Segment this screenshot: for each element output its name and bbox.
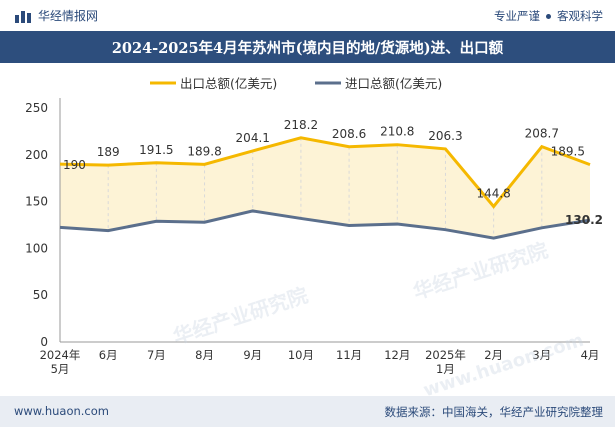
- x-tick-label: 2月: [484, 348, 503, 362]
- y-tick-label: 150: [25, 195, 48, 209]
- y-tick-label: 200: [25, 148, 48, 162]
- export-data-label: 189.5: [551, 145, 585, 159]
- x-tick-label: 6月: [99, 348, 118, 362]
- x-tick-label: 11月: [336, 348, 362, 362]
- export-line: [59, 136, 591, 209]
- tagline: 专业严谨 客观科学: [494, 8, 603, 24]
- y-tick-label: 250: [25, 101, 48, 115]
- x-tick-label: 8月: [195, 348, 214, 362]
- brand[interactable]: 华经情报网: [14, 7, 98, 24]
- chart-title: 2024-2025年4月年苏州市(境内目的地/货源地)进、出口额: [111, 40, 504, 57]
- separator-dot: [546, 13, 551, 19]
- export-data-label: 189.8: [187, 144, 221, 158]
- x-tick-label: 9月: [243, 348, 262, 362]
- y-tick-label: 50: [33, 288, 48, 302]
- chart: 0 50 100 150 200 250 2024年 5月 6月 7月 8月 9月 10月 11月 12月 2…: [25, 76, 603, 376]
- y-tick-label: 100: [25, 241, 48, 255]
- import-end-label: 130.2: [565, 213, 603, 227]
- export-data-label: 210.8: [380, 125, 414, 139]
- x-tick-label: 4月: [581, 348, 600, 362]
- import-line: [59, 209, 591, 240]
- bar-chart-logo-icon: [15, 10, 31, 23]
- y-tick-label: 0: [40, 335, 48, 349]
- export-data-label: 204.1: [236, 131, 270, 145]
- site-url[interactable]: www.huaon.com: [14, 404, 109, 418]
- export-data-label: 206.3: [428, 129, 462, 143]
- tagline-right: 客观科学: [557, 9, 603, 23]
- export-data-label: 208.7: [525, 127, 559, 141]
- footer: www.huaon.com 数据来源：中国海关，华经产业研究院整理: [0, 396, 615, 427]
- x-tick-label: 2024年 5月: [40, 348, 81, 376]
- gap-area: [60, 137, 590, 239]
- x-tick-label: 2025年 1月: [425, 348, 466, 376]
- x-tick-label: 12月: [384, 348, 410, 362]
- export-data-label: 218.2: [284, 118, 318, 132]
- data-source: 数据来源：中国海关，华经产业研究院整理: [384, 405, 604, 419]
- export-data-label: 208.6: [332, 127, 366, 141]
- x-tick-label: 3月: [532, 348, 551, 362]
- legend-label: 进口总额(亿美元): [345, 76, 442, 91]
- export-data-label: 189: [97, 145, 120, 159]
- title-bar: 2024-2025年4月年苏州市(境内目的地/货源地)进、出口额: [0, 31, 615, 63]
- top-bar: 华经情报网 专业严谨 客观科学: [0, 0, 615, 31]
- export-data-label: 191.5: [139, 143, 173, 157]
- export-data-label: 144.8: [476, 186, 510, 200]
- brand-name: 华经情报网: [38, 9, 99, 23]
- x-tick-label: 7月: [147, 348, 166, 362]
- legend-label: 出口总额(亿美元): [180, 76, 277, 91]
- x-tick-label: 10月: [288, 348, 314, 362]
- export-data-label: 190: [63, 158, 86, 172]
- tagline-left: 专业严谨: [494, 9, 540, 23]
